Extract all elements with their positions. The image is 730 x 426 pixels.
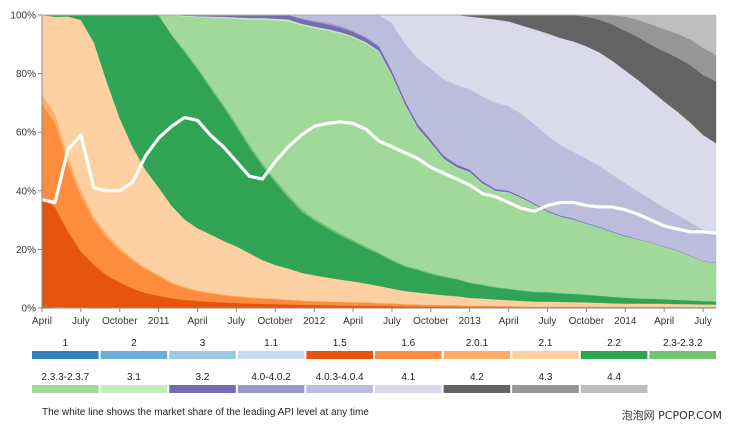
- y-tick-label: 40%: [16, 186, 36, 197]
- legend-item: 2.3-2.3.2: [649, 338, 716, 359]
- x-tick-label: April: [32, 316, 52, 327]
- legend-item: 3.1: [100, 372, 168, 393]
- legend-swatch: [443, 351, 511, 359]
- legend-item: 4.1: [375, 372, 442, 393]
- y-tick-label: 60%: [16, 128, 36, 139]
- legend-label: 2.2: [607, 338, 621, 349]
- y-tick-label: 100%: [10, 11, 36, 22]
- legend-label: 1.6: [401, 338, 415, 349]
- legend-label: 1: [63, 338, 69, 349]
- legend-label: 4.2: [470, 372, 484, 383]
- x-tick-label: April: [343, 316, 363, 327]
- legend-item: 1.6: [375, 338, 442, 359]
- x-tick-label: October: [258, 316, 294, 327]
- watermark: 泡泡网 PCPOP.COM: [621, 409, 722, 422]
- legend-swatch: [649, 351, 716, 359]
- legend-label: 2.1: [539, 338, 553, 349]
- legend-item: 4.4: [580, 372, 648, 393]
- y-tick-label: 80%: [16, 69, 36, 80]
- legend-label: 3.2: [196, 372, 210, 383]
- x-tick-label: October: [413, 316, 449, 327]
- legend-item: 1: [32, 338, 99, 359]
- x-axis: April July October 2011 April July October 2012…: [32, 307, 716, 327]
- legend-swatch: [443, 385, 511, 393]
- legend-label: 2.3.3-2.3.7: [41, 372, 89, 383]
- x-tick-label: April: [499, 316, 519, 327]
- y-axis: 0% 20% 40% 60% 80% 100%: [10, 11, 43, 315]
- leading-share-line: [40, 115, 718, 235]
- x-tick-label: 2013: [459, 316, 482, 327]
- legend-label: 4.3: [539, 372, 553, 383]
- legend-swatch: [375, 385, 442, 393]
- area-4-4: [42, 14, 717, 56]
- legend-swatch: [32, 385, 99, 393]
- legend-swatch: [32, 351, 99, 359]
- legend-label: 1.5: [333, 338, 347, 349]
- legend-swatch: [100, 385, 168, 393]
- x-tick-label: 2012: [303, 316, 326, 327]
- x-tick-label: 2014: [614, 316, 637, 327]
- chart-note: The white line shows the market share of…: [42, 407, 369, 418]
- legend-label: 2.0.1: [466, 338, 489, 349]
- legend-label: 3.1: [127, 372, 141, 383]
- legend-swatch: [580, 385, 648, 393]
- legend-swatch: [512, 385, 579, 393]
- x-tick-label: October: [102, 316, 138, 327]
- legend-item: 3.2: [169, 372, 236, 393]
- legend-label: 4.0.3-4.0.4: [316, 372, 364, 383]
- legend-swatch: [306, 385, 373, 393]
- legend-item: 2: [100, 338, 168, 359]
- x-tick-label: July: [694, 316, 712, 327]
- legend-item: 2.0.1: [443, 338, 511, 359]
- legend-swatch: [169, 351, 236, 359]
- legend-swatch: [375, 351, 442, 359]
- legend-item: 4.0-4.0.2: [237, 372, 305, 393]
- leading-api-share-line: [40, 115, 718, 235]
- legend: 1 2 3 1.1 1.5 1.6 2.0.1 2.1 2.2 2.3-2.3.2 2.3.3-2.…: [32, 338, 716, 393]
- x-tick-label: April: [188, 316, 208, 327]
- y-tick-label: 20%: [16, 245, 36, 256]
- x-tick-label: July: [539, 316, 557, 327]
- legend-swatch: [237, 351, 305, 359]
- legend-item: 3: [169, 338, 236, 359]
- legend-item: 1.5: [306, 338, 373, 359]
- x-tick-label: 2011: [148, 316, 170, 327]
- legend-item: 2.3.3-2.3.7: [32, 372, 99, 393]
- x-tick-label: July: [383, 316, 401, 327]
- x-tick-label: April: [654, 316, 674, 327]
- x-tick-label: July: [72, 316, 90, 327]
- legend-label: 3: [200, 338, 206, 349]
- legend-item: 4.3: [512, 372, 579, 393]
- legend-label: 4.1: [401, 372, 415, 383]
- legend-item: 4.0.3-4.0.4: [306, 372, 373, 393]
- legend-item: 2.1: [512, 338, 579, 359]
- legend-swatch: [306, 351, 373, 359]
- legend-item: 1.1: [237, 338, 305, 359]
- legend-item: 4.2: [443, 372, 511, 393]
- legend-swatch: [580, 351, 648, 359]
- legend-label: 2: [131, 338, 137, 349]
- legend-label: 2.3-2.3.2: [663, 338, 703, 349]
- y-tick-label: 0%: [22, 304, 37, 315]
- legend-label: 4.4: [607, 372, 621, 383]
- x-tick-label: October: [569, 316, 605, 327]
- legend-swatch: [169, 385, 236, 393]
- legend-label: 1.1: [264, 338, 278, 349]
- legend-swatch: [100, 351, 168, 359]
- legend-label: 4.0-4.0.2: [251, 372, 291, 383]
- legend-swatch: [237, 385, 305, 393]
- x-tick-label: July: [228, 316, 246, 327]
- legend-item: 2.2: [580, 338, 648, 359]
- legend-swatch: [512, 351, 579, 359]
